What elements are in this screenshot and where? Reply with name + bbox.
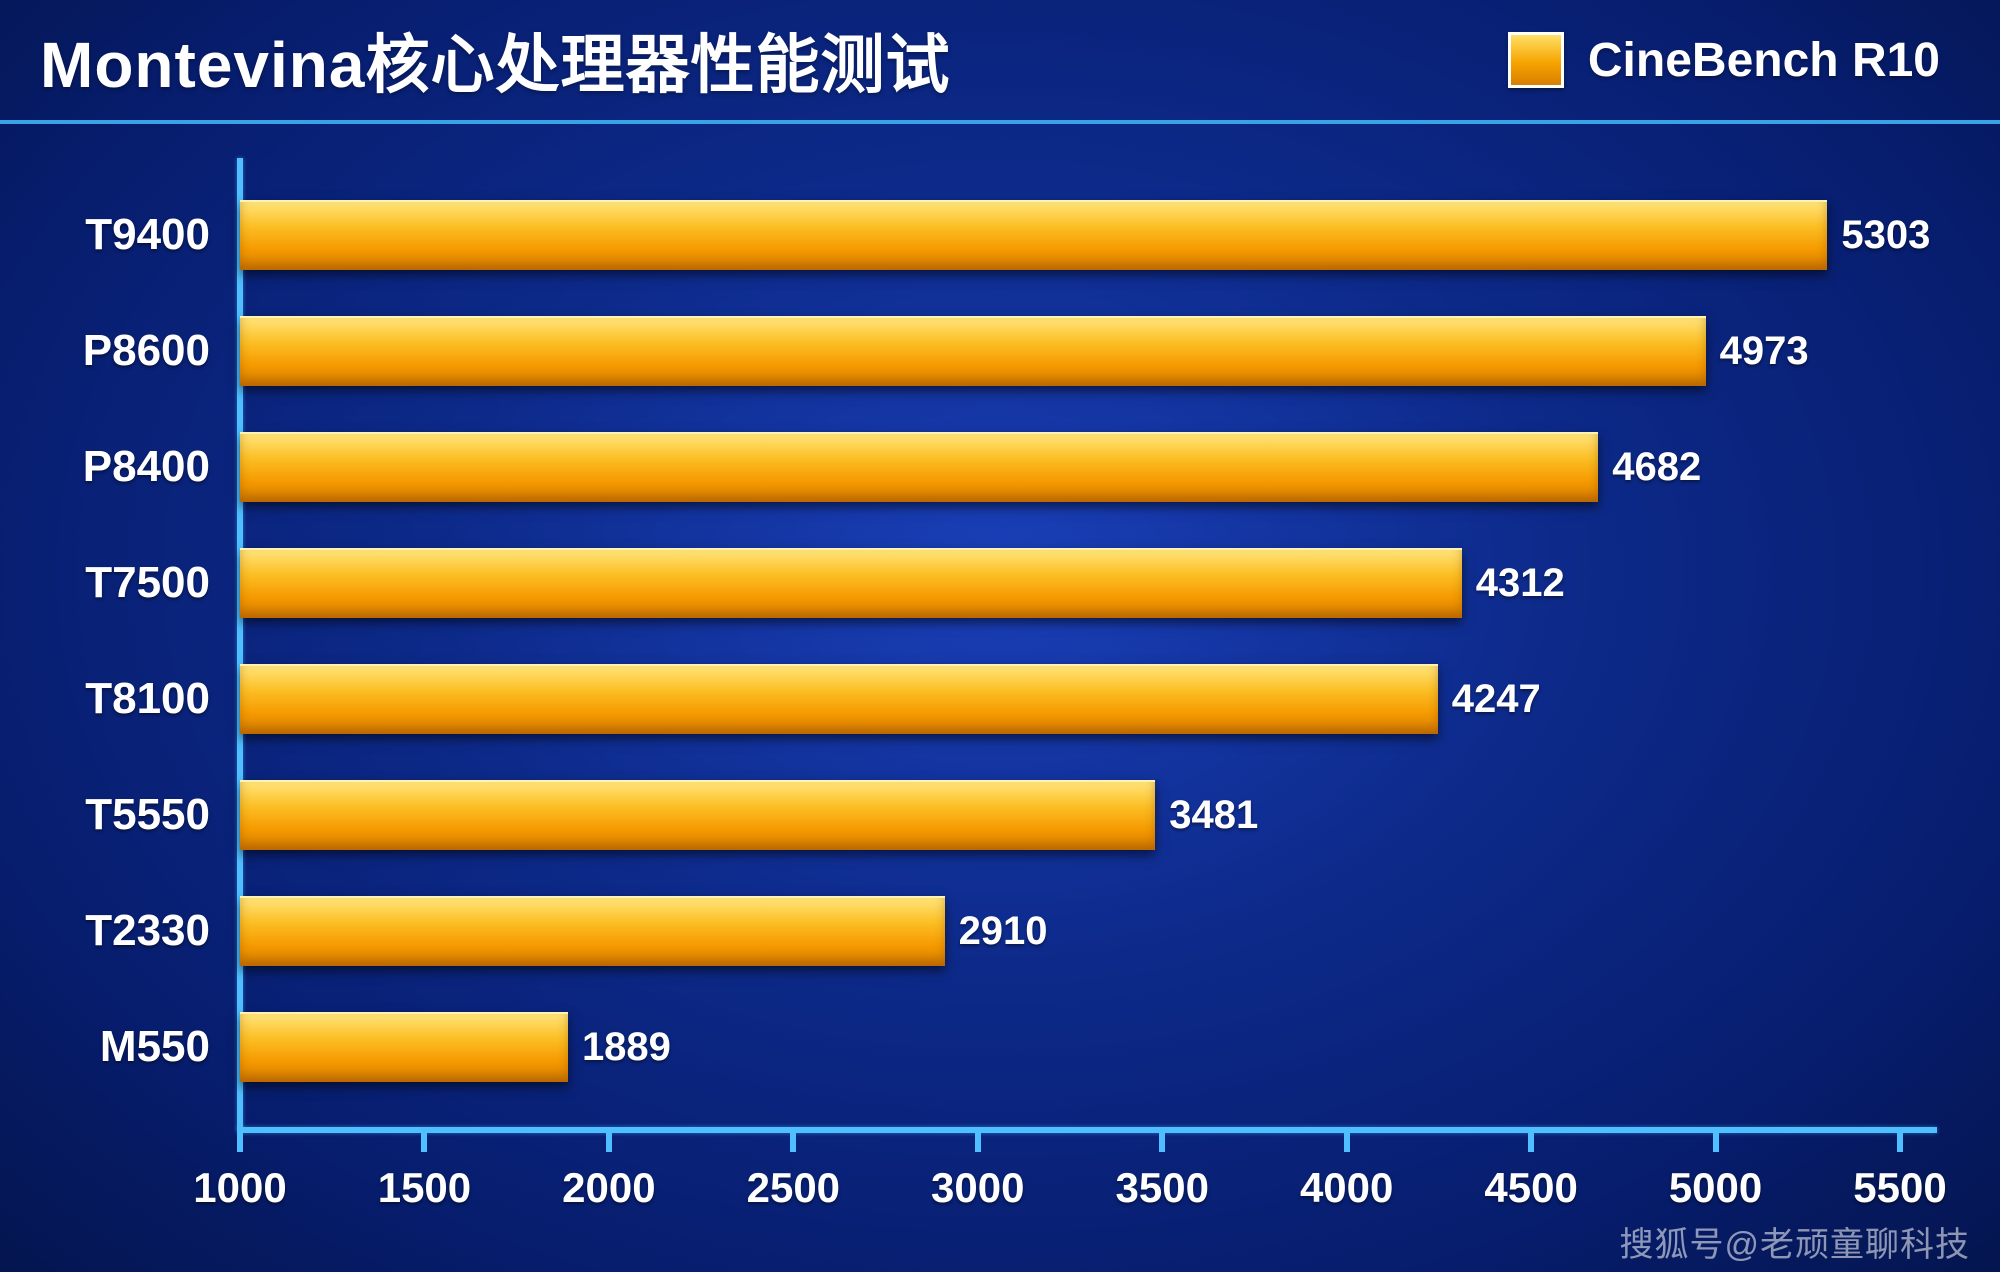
bar-row: P86004973 bbox=[240, 316, 1809, 386]
chart-area: T94005303P86004973P84004682T75004312T810… bbox=[0, 130, 2000, 1272]
bar bbox=[240, 200, 1827, 270]
tick-mark bbox=[606, 1130, 612, 1152]
tick-label: 3500 bbox=[1116, 1164, 1209, 1212]
category-label: T5550 bbox=[85, 790, 210, 840]
tick-mark bbox=[1897, 1130, 1903, 1152]
tick-mark bbox=[975, 1130, 981, 1152]
bar bbox=[240, 316, 1706, 386]
bar-value-label: 5303 bbox=[1841, 213, 1930, 258]
legend: CineBench R10 bbox=[1508, 32, 1940, 88]
bar-row: T81004247 bbox=[240, 664, 1541, 734]
header-bar: Montevina核心处理器性能测试 CineBench R10 bbox=[0, 0, 2000, 124]
tick-mark bbox=[1713, 1130, 1719, 1152]
y-axis-line bbox=[237, 158, 243, 1130]
tick-label: 5500 bbox=[1853, 1164, 1946, 1212]
bar-row: T75004312 bbox=[240, 548, 1565, 618]
chart-title: Montevina核心处理器性能测试 bbox=[40, 14, 950, 106]
tick-label: 2500 bbox=[747, 1164, 840, 1212]
plot-region: T94005303P86004973P84004682T75004312T810… bbox=[240, 170, 1900, 1130]
tick-mark bbox=[1528, 1130, 1534, 1152]
bar bbox=[240, 1012, 568, 1082]
bar-value-label: 4973 bbox=[1720, 329, 1809, 374]
bar bbox=[240, 780, 1155, 850]
tick-label: 1000 bbox=[193, 1164, 286, 1212]
bar-row: M5501889 bbox=[240, 1012, 671, 1082]
tick-mark bbox=[1159, 1130, 1165, 1152]
tick-label: 2000 bbox=[562, 1164, 655, 1212]
category-label: M550 bbox=[100, 1022, 210, 1072]
bar-value-label: 4312 bbox=[1476, 561, 1565, 606]
tick-label: 3000 bbox=[931, 1164, 1024, 1212]
legend-swatch-icon bbox=[1508, 32, 1564, 88]
bar bbox=[240, 548, 1462, 618]
tick-mark bbox=[790, 1130, 796, 1152]
category-label: T9400 bbox=[85, 210, 210, 260]
category-label: T8100 bbox=[85, 674, 210, 724]
tick-label: 4000 bbox=[1300, 1164, 1393, 1212]
bar bbox=[240, 896, 945, 966]
category-label: P8600 bbox=[83, 326, 210, 376]
tick-mark bbox=[237, 1130, 243, 1152]
tick-label: 5000 bbox=[1669, 1164, 1762, 1212]
bar-row: T94005303 bbox=[240, 200, 1930, 270]
bar-row: T23302910 bbox=[240, 896, 1048, 966]
tick-mark bbox=[1344, 1130, 1350, 1152]
category-label: T7500 bbox=[85, 558, 210, 608]
legend-label: CineBench R10 bbox=[1588, 33, 1940, 88]
bar bbox=[240, 664, 1438, 734]
category-label: P8400 bbox=[83, 442, 210, 492]
category-label: T2330 bbox=[85, 906, 210, 956]
bar bbox=[240, 432, 1598, 502]
x-axis-line bbox=[237, 1127, 1937, 1133]
watermark-text: 搜狐号@老顽童聊科技 bbox=[1619, 1217, 1970, 1266]
bar-value-label: 3481 bbox=[1169, 793, 1258, 838]
bar-value-label: 4682 bbox=[1612, 445, 1701, 490]
tick-label: 4500 bbox=[1484, 1164, 1577, 1212]
bar-value-label: 2910 bbox=[959, 909, 1048, 954]
bar-row: P84004682 bbox=[240, 432, 1701, 502]
bar-value-label: 4247 bbox=[1452, 677, 1541, 722]
tick-mark bbox=[421, 1130, 427, 1152]
tick-label: 1500 bbox=[378, 1164, 471, 1212]
bar-value-label: 1889 bbox=[582, 1025, 671, 1070]
bar-row: T55503481 bbox=[240, 780, 1258, 850]
